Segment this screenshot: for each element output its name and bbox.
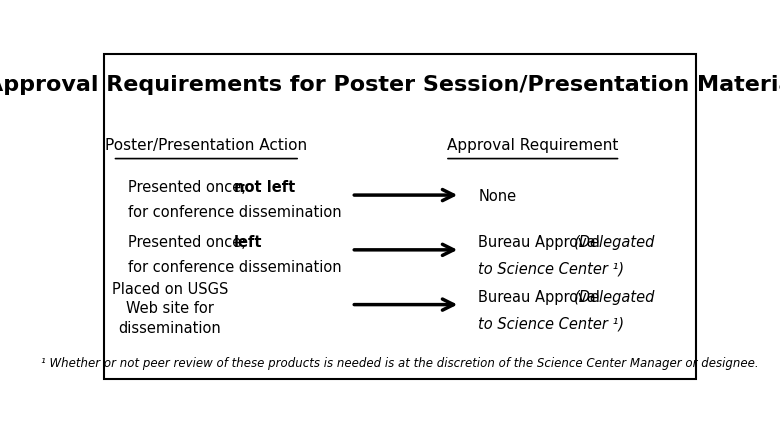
FancyBboxPatch shape [104,55,696,379]
Text: (Delegated: (Delegated [574,289,655,304]
Text: Bureau Approval: Bureau Approval [478,289,604,304]
Text: dissemination: dissemination [119,321,222,335]
Text: Web site for: Web site for [126,301,214,316]
Text: Presented once;: Presented once; [128,234,250,249]
Text: None: None [478,188,516,203]
Text: Bureau Approval: Bureau Approval [478,234,604,249]
Text: Approval Requirements for Poster Session/Presentation Materials: Approval Requirements for Poster Session… [0,75,780,95]
Text: to Science Center ¹): to Science Center ¹) [478,316,625,331]
Text: to Science Center ¹): to Science Center ¹) [478,261,625,276]
Text: Presented once;: Presented once; [128,180,250,195]
Text: ¹ Whether or not peer review of these products is needed is at the discretion of: ¹ Whether or not peer review of these pr… [41,356,759,369]
Text: Placed on USGS: Placed on USGS [112,281,229,296]
Text: left: left [233,234,262,249]
Text: Poster/Presentation Action: Poster/Presentation Action [105,138,307,153]
Text: Approval Requirement: Approval Requirement [447,138,619,153]
Text: (Delegated: (Delegated [574,234,655,249]
Text: for conference dissemination: for conference dissemination [128,205,342,220]
Text: not left: not left [233,180,295,195]
Text: for conference dissemination: for conference dissemination [128,259,342,274]
